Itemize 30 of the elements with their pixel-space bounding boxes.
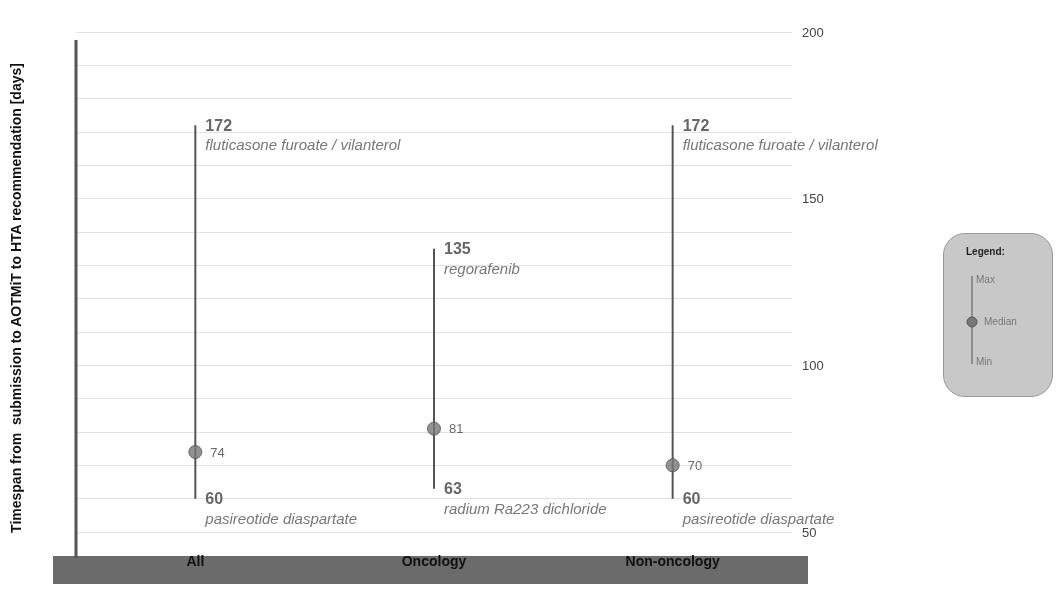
annotation: 63 bbox=[444, 480, 462, 498]
annotation: 135 bbox=[444, 240, 471, 258]
y-tick-label: 50 bbox=[802, 524, 817, 540]
annotation: pasireotide diaspartate bbox=[204, 509, 358, 527]
x-tick-label: Non-oncology bbox=[625, 553, 720, 569]
annotation: 60 bbox=[682, 490, 701, 508]
annotation: fluticasone furoate / vilanterol bbox=[205, 136, 402, 154]
text: Legend: bbox=[966, 246, 1005, 257]
y-axis-title: Timespan from submission to AOTMiT to HTA recommendation [days] bbox=[8, 63, 25, 533]
point bbox=[665, 458, 680, 473]
annotation: radium Ra223 dichloride bbox=[444, 499, 607, 517]
annotation: 172 bbox=[682, 116, 710, 134]
annotation: 172 bbox=[205, 116, 233, 134]
data-label: 74 bbox=[210, 444, 225, 460]
text: Max bbox=[976, 274, 995, 285]
annotation: pasireotide diaspartate bbox=[681, 509, 835, 527]
y-tick-label: 150 bbox=[802, 191, 824, 207]
point bbox=[427, 421, 441, 436]
point bbox=[188, 445, 203, 459]
annotation: fluticasone furoate / vilanterol bbox=[682, 136, 879, 154]
text: Median bbox=[984, 316, 1017, 327]
y-tick-label: 100 bbox=[802, 357, 824, 373]
text: Min bbox=[976, 356, 993, 367]
annotation: 60 bbox=[205, 490, 224, 508]
x-tick-label: All bbox=[186, 553, 205, 569]
data-label: 81 bbox=[449, 421, 464, 437]
annotation: regorafenib bbox=[444, 259, 520, 277]
y-tick-label: 200 bbox=[802, 24, 824, 40]
data-label: 70 bbox=[687, 457, 703, 473]
x-tick-label: Oncology bbox=[401, 553, 467, 569]
